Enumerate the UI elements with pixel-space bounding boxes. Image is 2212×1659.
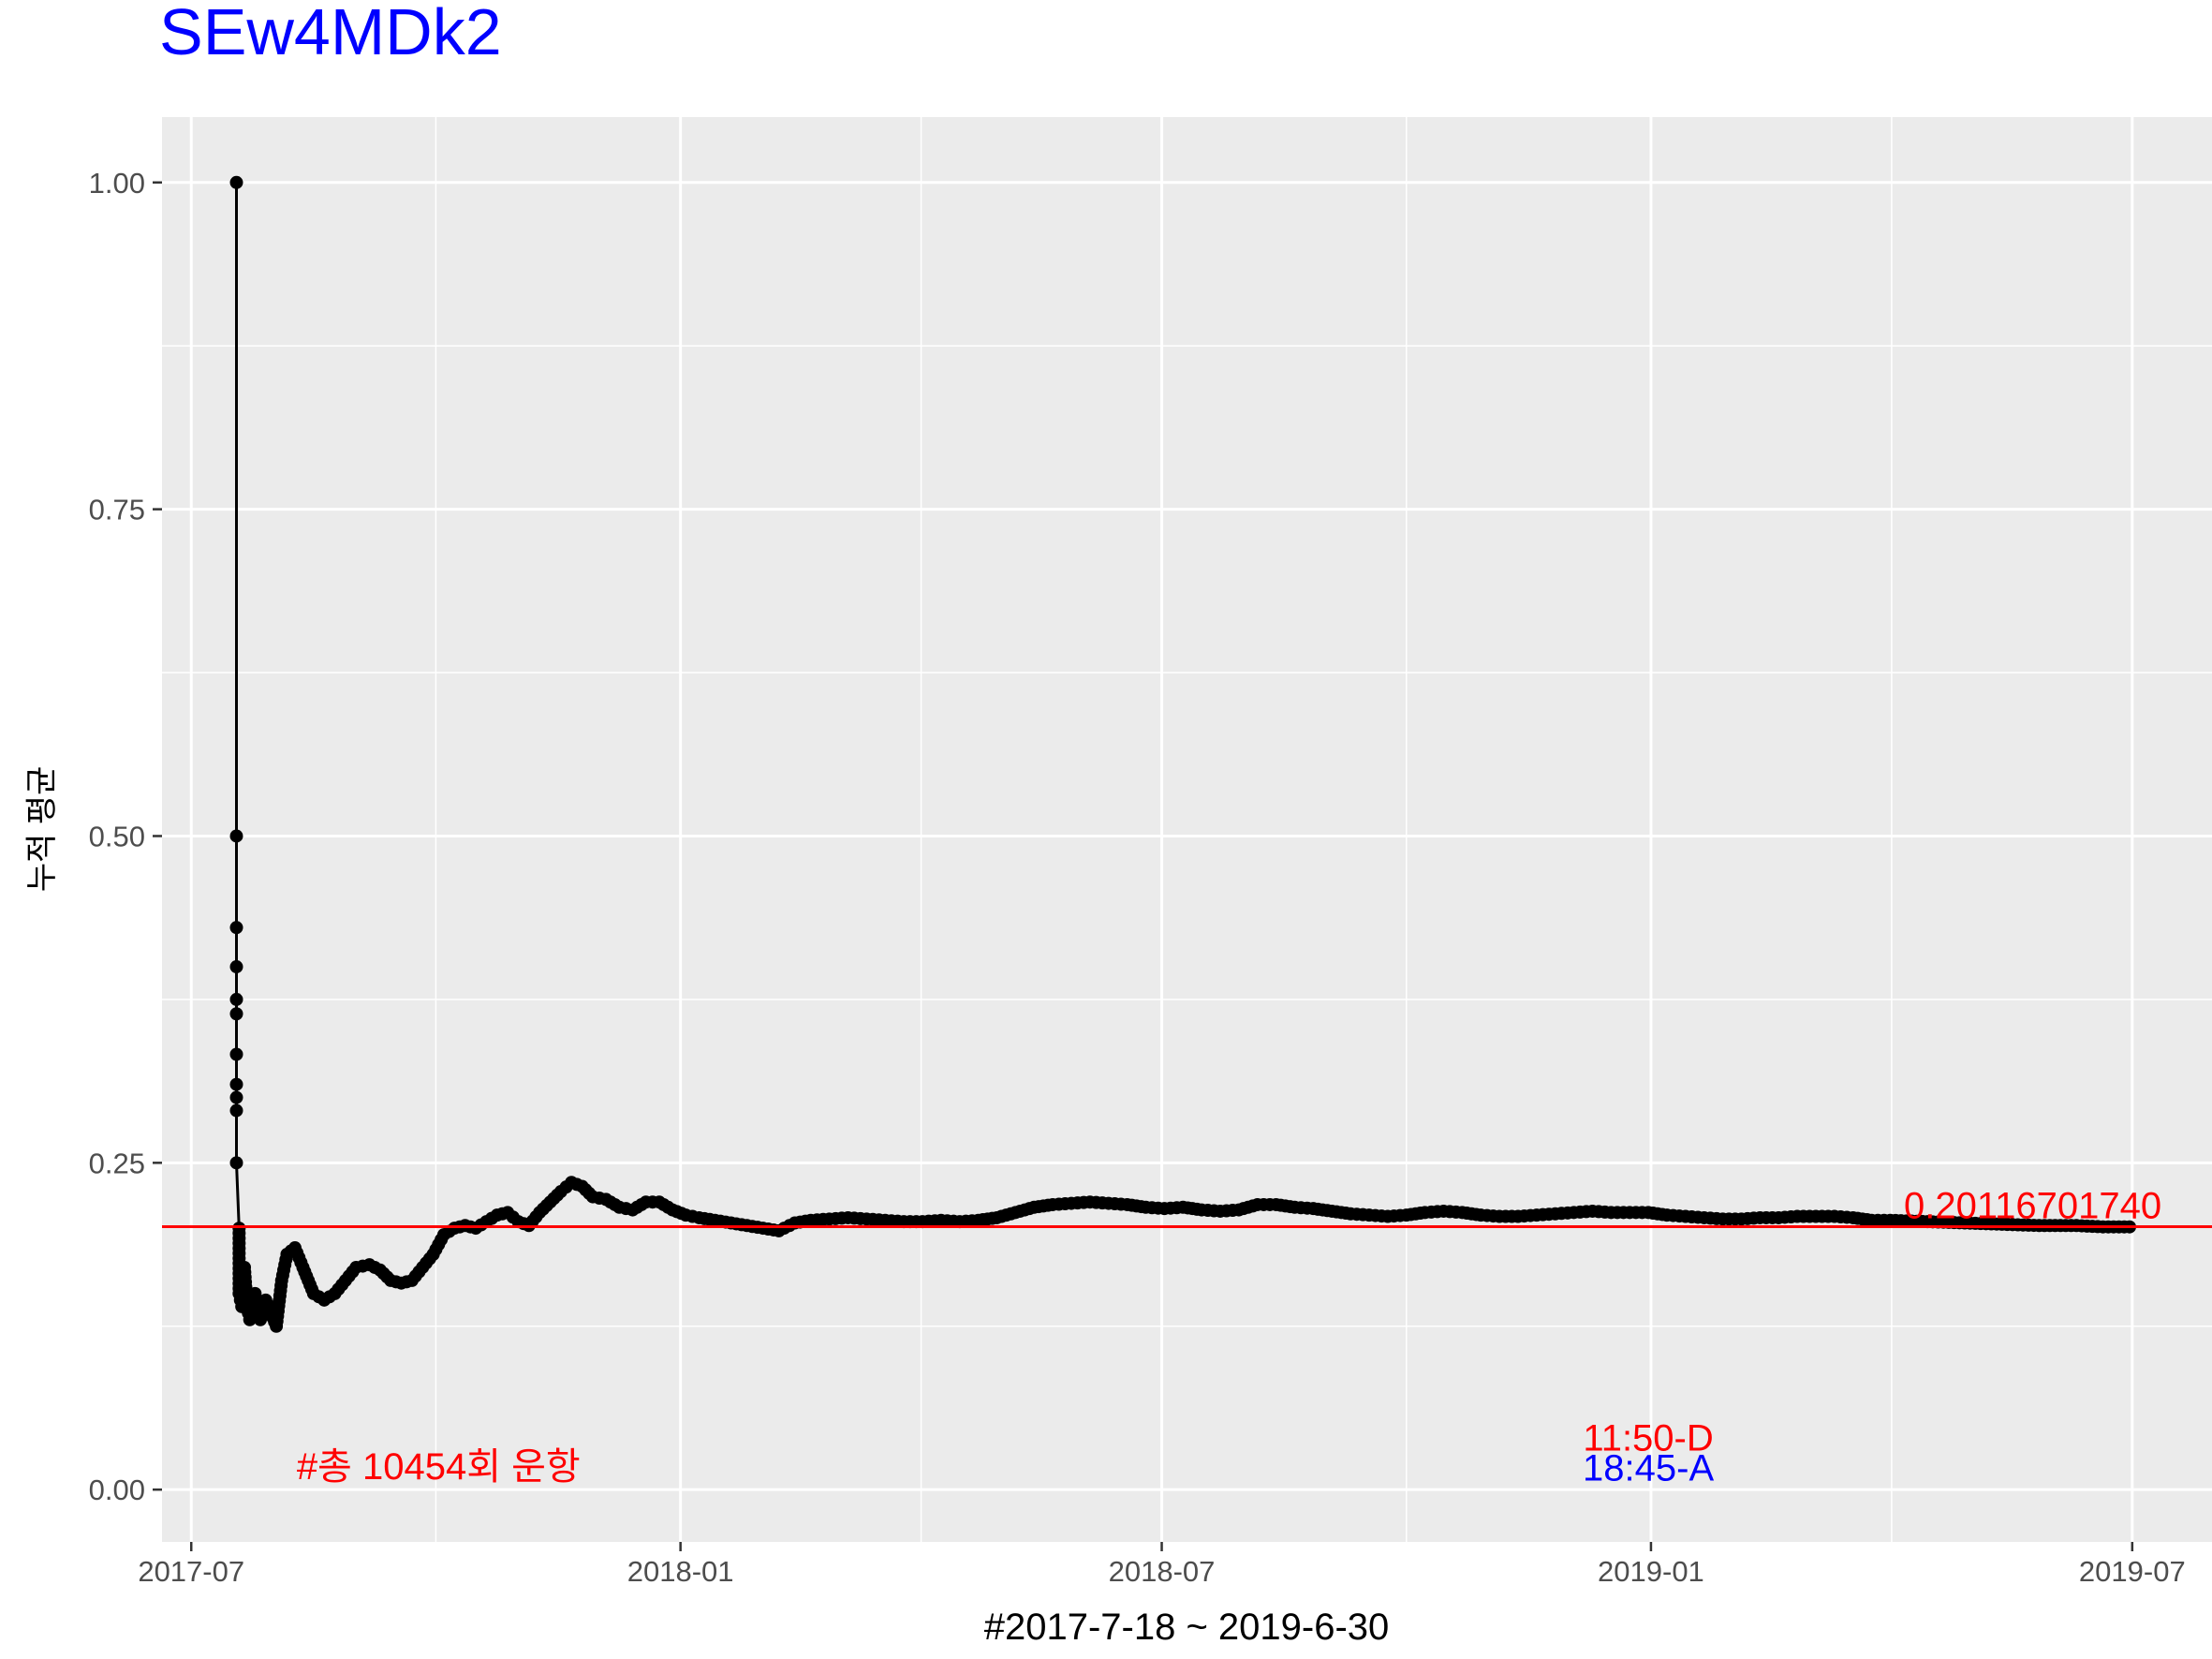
y-tick-label: 0.00 (89, 1474, 145, 1506)
data-point (229, 1156, 243, 1170)
y-axis-title: 누적 평균 (24, 766, 60, 893)
reference-line-layer: 0.20116701740 (162, 1185, 2212, 1228)
major-gridlines (162, 117, 2212, 1542)
data-point (229, 960, 243, 974)
data-point (229, 829, 243, 843)
data-point (229, 1104, 243, 1118)
y-tick-label: 0.25 (89, 1147, 145, 1179)
y-tick-label: 0.75 (89, 494, 145, 526)
data-point (229, 1090, 243, 1104)
x-tick-label: 2017-07 (138, 1555, 244, 1588)
data-point (229, 1007, 243, 1021)
x-axis-title: #2017-7-18 ~ 2019-6-30 (984, 1607, 1390, 1648)
annotation-layer: #총 10454회 운항 11:50-D18:45-A (297, 1417, 1715, 1489)
y-tick-label: 1.00 (89, 167, 145, 200)
data-point (229, 1047, 243, 1061)
x-tick-label: 2018-07 (1109, 1555, 1216, 1588)
data-point (229, 921, 243, 935)
x-tick-label: 2019-07 (2079, 1555, 2186, 1588)
x-tick-label: 2018-01 (627, 1555, 734, 1588)
y-axis: 0.00 0.25 0.50 0.75 1.00 (89, 167, 162, 1506)
series-layer (229, 175, 2136, 1333)
data-point (229, 992, 243, 1006)
chart-title: SEw4MDk2 (159, 0, 502, 68)
data-point (229, 1077, 243, 1091)
annotation-text: 11:50-D (1583, 1417, 1713, 1459)
annotation-text: 18:45-A (1583, 1447, 1714, 1489)
reference-line-label: 0.20116701740 (1904, 1185, 2161, 1226)
plot-panel (162, 117, 2212, 1542)
x-tick-label: 2019-01 (1598, 1555, 1704, 1588)
y-tick-label: 0.50 (89, 820, 145, 852)
minor-gridlines (162, 117, 2212, 1542)
annotation-text: #총 10454회 운항 (297, 1446, 581, 1488)
data-point (229, 175, 243, 189)
x-axis: 2017-07 2018-01 2018-07 2019-01 2019-07 (138, 1542, 2186, 1588)
